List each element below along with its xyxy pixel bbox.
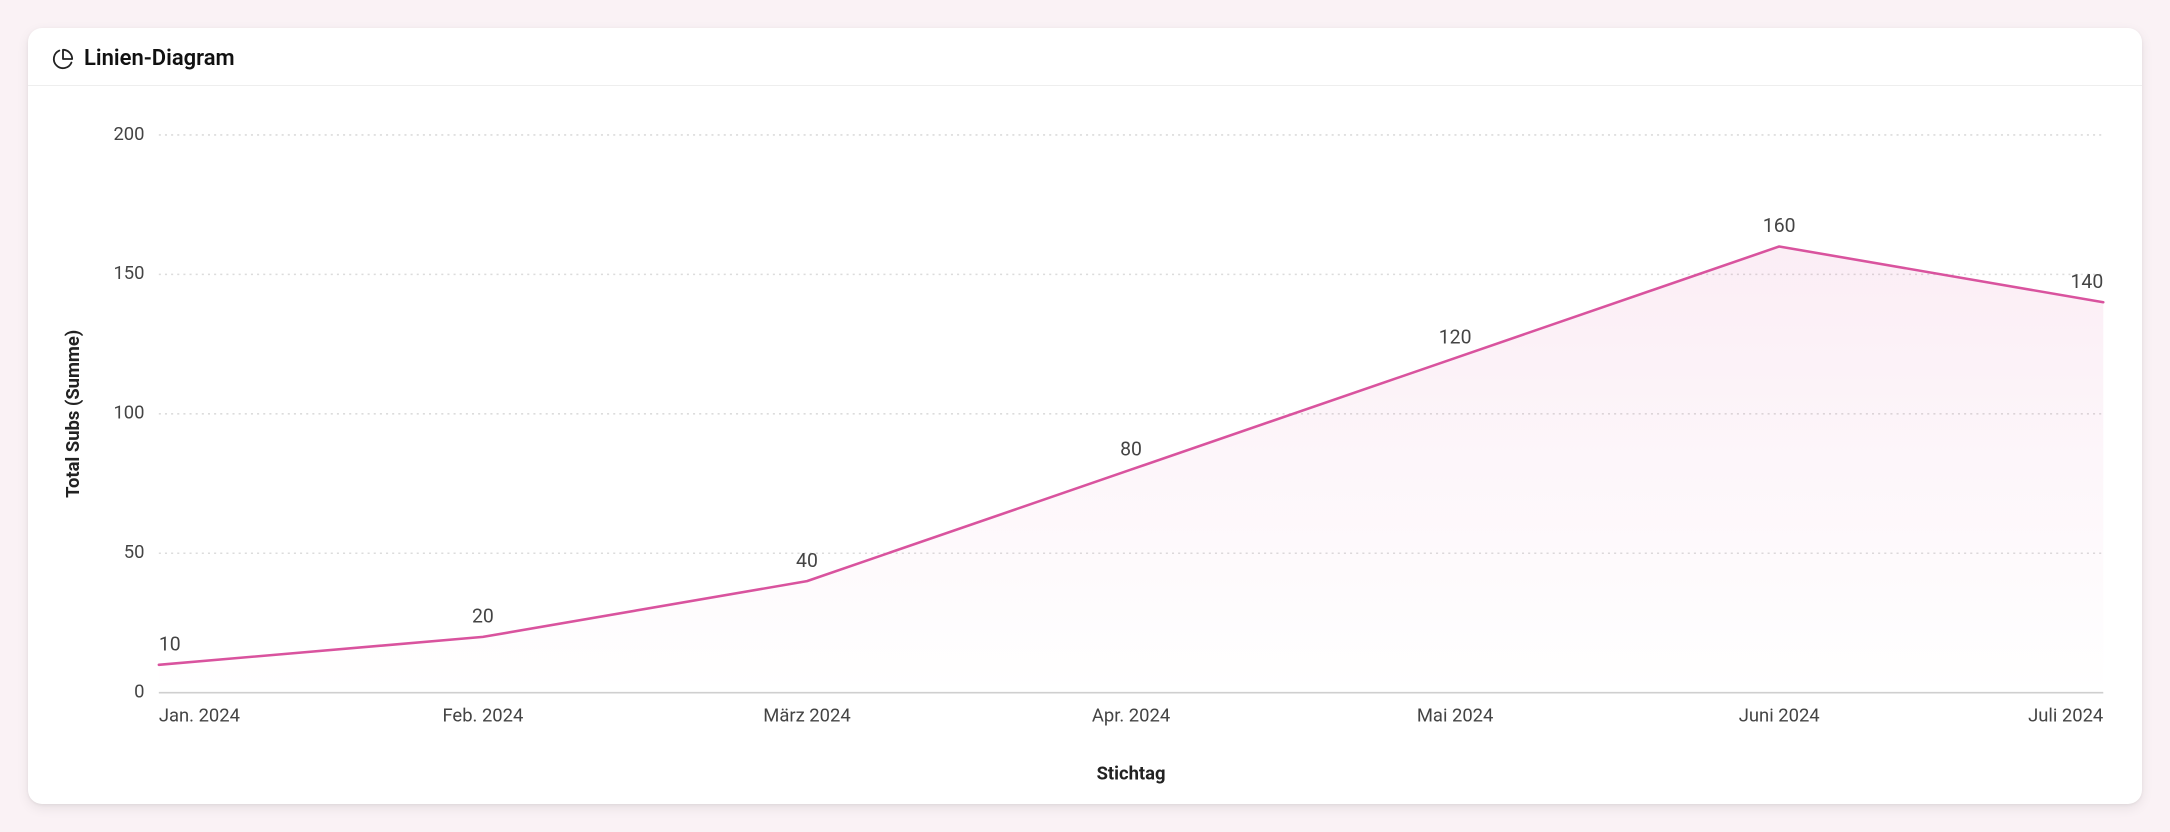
x-axis-title: Stichtag <box>1097 764 1166 785</box>
x-tick-label: Jan. 2024 <box>159 705 240 726</box>
value-label: 20 <box>472 605 494 628</box>
y-tick-label: 100 <box>113 403 144 424</box>
y-axis-title: Total Subs (Summe) <box>63 330 84 498</box>
x-tick-label: Juli 2024 <box>2028 705 2103 726</box>
x-tick-label: Mai 2024 <box>1417 705 1494 726</box>
line-chart: 0 50 100 150 200 10 20 40 80 120 160 140 Jan. 2024 Fe… <box>36 94 2134 800</box>
value-label: 140 <box>2070 270 2103 293</box>
value-label: 40 <box>796 549 818 572</box>
card-title: Linien-Diagram <box>84 46 235 71</box>
value-label: 10 <box>159 632 181 655</box>
x-tick-label: März 2024 <box>763 705 850 726</box>
pie-chart-icon <box>52 48 74 70</box>
y-tick-label: 0 <box>134 682 144 703</box>
y-tick-label: 150 <box>113 263 144 284</box>
card-header: Linien-Diagram <box>28 28 2142 86</box>
value-label: 80 <box>1120 437 1142 460</box>
x-tick-label: Juni 2024 <box>1739 705 1820 726</box>
y-tick-label: 200 <box>113 124 144 145</box>
chart-card: Linien-Diagram 0 50 100 150 200 10 20 40 80 120 16… <box>28 28 2142 804</box>
chart-area: 0 50 100 150 200 10 20 40 80 120 160 140 Jan. 2024 Fe… <box>28 86 2142 804</box>
x-tick-label: Feb. 2024 <box>442 705 523 726</box>
value-label: 160 <box>1763 214 1796 237</box>
value-label: 120 <box>1439 326 1472 349</box>
y-tick-label: 50 <box>124 542 145 563</box>
x-tick-label: Apr. 2024 <box>1092 705 1170 726</box>
